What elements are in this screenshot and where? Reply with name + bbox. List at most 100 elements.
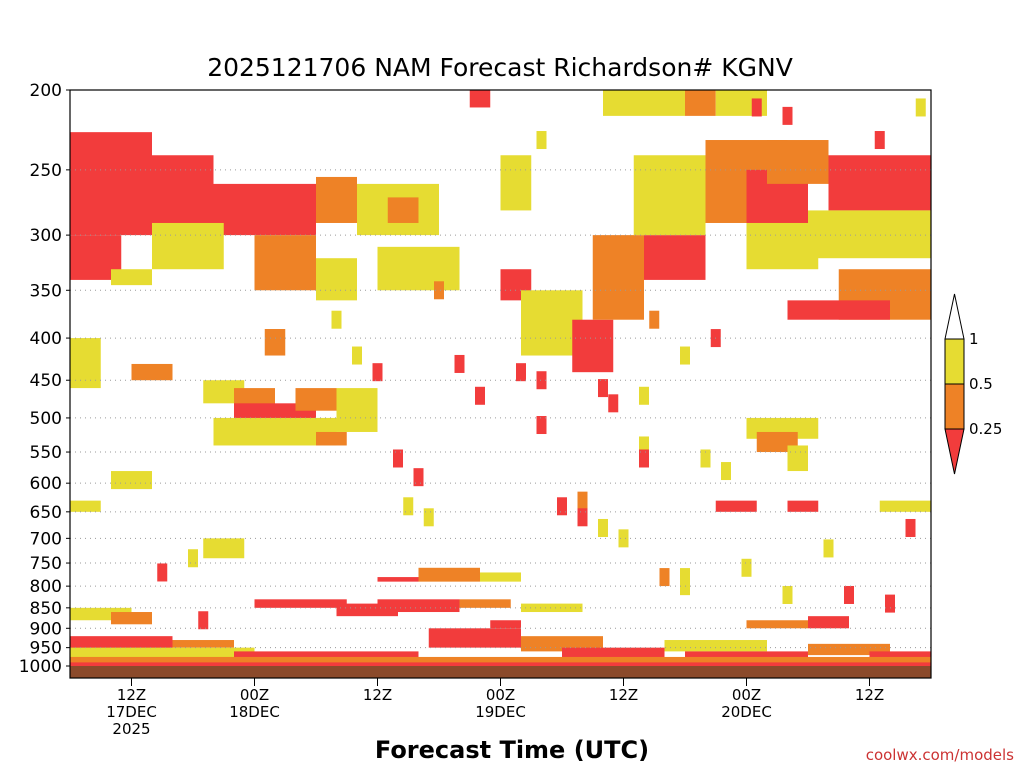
ri-cell (188, 549, 198, 568)
colorbar-orange (944, 383, 965, 430)
x-tick-label: 12Z (363, 686, 392, 704)
ri-band (562, 647, 665, 659)
ri-band (111, 612, 152, 625)
y-axis: 200 250 300 350 400 450 500 550 600 650 700 750 8008… (19, 81, 70, 677)
y-tick-label: 250 (30, 161, 62, 181)
ri-band (828, 155, 931, 211)
ri-band (521, 636, 603, 652)
ri-cell (536, 416, 547, 435)
plot-area (70, 90, 931, 678)
ri-band (264, 329, 286, 356)
ri-cell (659, 568, 670, 587)
ri-band (316, 176, 357, 223)
x-tick-label: 2025 (112, 720, 150, 738)
x-tick-label: 12Z (117, 686, 146, 704)
ri-band (808, 616, 849, 629)
x-tick-label: 00Z (732, 686, 761, 704)
y-tick-label: 850 (30, 599, 62, 619)
colorbar-label: 1 (969, 330, 979, 348)
grid-lines (70, 169, 931, 649)
colorbar-label: 0.25 (969, 420, 1002, 438)
x-tick-label: 18DEC (229, 703, 280, 721)
x-tick-label: 00Z (486, 686, 515, 704)
ri-band (234, 651, 419, 663)
ri-cell (577, 491, 588, 510)
credit-text: coolwx.com/models (866, 746, 1014, 764)
ri-band (521, 603, 583, 613)
ri-band (203, 538, 245, 559)
ri-band (70, 647, 255, 659)
ri-band (685, 90, 716, 116)
y-tick-label: 950 (30, 639, 62, 659)
ri-cell (721, 462, 731, 481)
ri-band (111, 471, 152, 490)
ri-band (787, 500, 819, 512)
ri-cell (874, 131, 885, 150)
ri-band (70, 132, 152, 236)
ri-cell (598, 379, 608, 398)
ri-cell (885, 594, 895, 613)
ri-cell (413, 468, 424, 487)
y-tick-label: 200 (30, 81, 62, 101)
y-tick-label: 550 (30, 443, 62, 463)
ri-cell (741, 558, 752, 577)
ri-cell (352, 346, 362, 365)
x-tick-label: 12Z (855, 686, 884, 704)
ri-band (664, 640, 767, 652)
y-tick-label: 450 (30, 371, 62, 391)
ri-band (316, 431, 347, 446)
y-tick-label: 800 (30, 577, 62, 597)
ri-band (152, 222, 224, 270)
ri-band (316, 258, 357, 301)
ri-band (172, 640, 234, 648)
ri-band (715, 500, 757, 512)
chart-title: 2025121706 NAM Forecast Richardson# KGNV (207, 53, 793, 82)
ri-cell (844, 585, 854, 604)
ri-band (592, 235, 644, 320)
ri-band (377, 599, 460, 613)
ri-band (459, 599, 511, 608)
y-tick-label: 1000 (19, 657, 62, 677)
ri-band (808, 643, 890, 656)
ri-band (111, 269, 152, 286)
ri-cell (598, 518, 608, 537)
ri-cell (905, 518, 916, 537)
colorbar-red-arrow (944, 428, 965, 475)
ri-band (254, 599, 347, 608)
ri-band (377, 577, 419, 582)
ri-cell (577, 508, 588, 527)
ri-cell (608, 394, 619, 413)
ri-cell (680, 568, 690, 587)
ri-cell (823, 539, 834, 558)
ri-cell (639, 436, 649, 455)
x-tick-label: 20DEC (721, 703, 772, 721)
ri-cell (157, 563, 168, 582)
ri-band (70, 660, 931, 666)
y-tick-label: 750 (30, 554, 62, 574)
ri-band (70, 500, 101, 512)
y-tick-label: 650 (30, 503, 62, 523)
y-tick-label: 700 (30, 529, 62, 549)
colorbar-label: 0.5 (969, 375, 993, 393)
ri-band (787, 300, 890, 320)
ri-band (879, 500, 931, 512)
ri-cell (516, 363, 526, 382)
y-tick-label: 500 (30, 409, 62, 429)
ri-band (500, 155, 532, 211)
x-tick-label: 17DEC (106, 703, 157, 721)
ri-band (633, 155, 706, 236)
ri-band (70, 656, 931, 663)
x-tick-label: 00Z (240, 686, 269, 704)
y-tick-label: 400 (30, 329, 62, 349)
ri-band (685, 651, 808, 663)
ground-strip (70, 666, 931, 678)
x-tick-label: 19DEC (475, 703, 526, 721)
y-tick-label: 900 (30, 619, 62, 639)
ri-cell (618, 529, 629, 548)
colorbar-yellow (944, 338, 965, 385)
ri-cell (536, 371, 547, 390)
colorbar: 1 0.5 0.25 (944, 293, 1002, 475)
ri-cell (639, 449, 649, 468)
